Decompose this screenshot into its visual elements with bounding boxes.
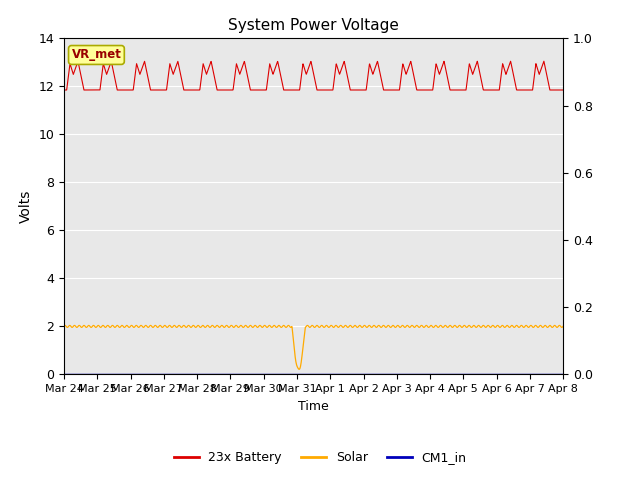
Y-axis label: Volts: Volts	[19, 190, 33, 223]
Legend: 23x Battery, Solar, CM1_in: 23x Battery, Solar, CM1_in	[168, 446, 472, 469]
Text: VR_met: VR_met	[72, 48, 122, 61]
Title: System Power Voltage: System Power Voltage	[228, 18, 399, 33]
X-axis label: Time: Time	[298, 400, 329, 413]
